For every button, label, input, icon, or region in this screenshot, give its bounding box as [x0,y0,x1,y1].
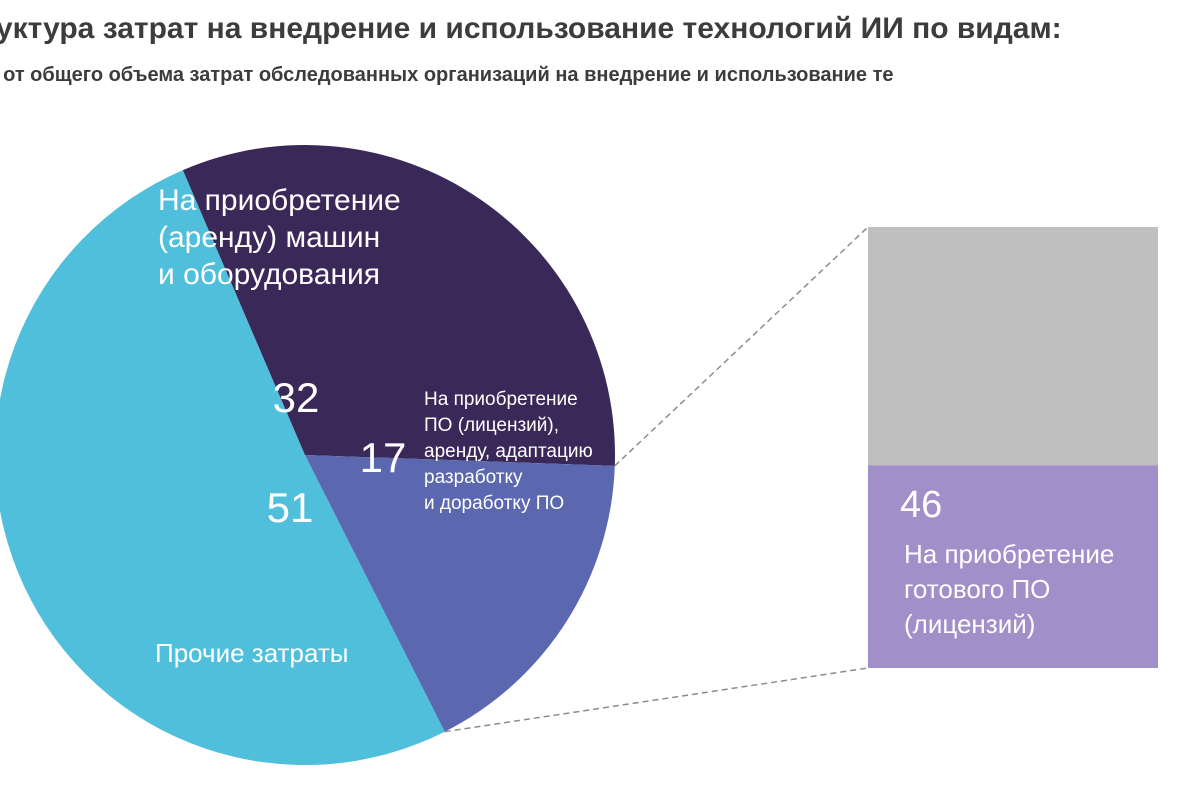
connector-line [614,226,869,467]
slice-category-label-line: На приобретение [424,389,578,410]
slice-category-label-line: разработку [424,467,523,488]
slice-category-label: На приобретение (аренду) машин и оборудова… [158,184,401,291]
bar-category-label-line: На приобретение [904,539,1114,569]
slice-category-label: На приобретение ПО (лицензий), аренду, ада… [424,389,593,514]
slice-category-label-line: и оборудования [158,258,380,291]
bar-category-label-line: (лицензий) [904,609,1035,639]
connector-line [444,667,869,733]
slice-category-label-line: (аренду) машин [158,221,380,254]
slice-category-label-line: ПО (лицензий), [424,415,559,436]
slice-category-label-line: Прочие затраты [155,638,348,668]
slice-category-label-line: и доработку ПО [424,493,564,514]
slice-category-label: Прочие затраты [155,638,348,668]
pie-slice [305,455,615,732]
bar-category-label-line: готового ПО [904,574,1050,604]
bar-segment [868,465,1158,668]
slice-value-label: 51 [267,484,314,531]
bar-category-label: На приобретение готового ПО (лицензий) [904,539,1114,639]
bar-value-label: 46 [900,484,942,526]
bar-segment [868,227,1158,466]
pie-slice [0,170,445,766]
slice-category-label-line: аренду, адаптацию [424,441,593,462]
chart-title: руктура затрат на внедрение и использова… [0,12,1062,45]
pie-slice [182,145,615,466]
slice-category-label-line: На приобретение [158,184,401,217]
chart-subtitle: , от общего объема затрат обследованных … [0,64,894,86]
slice-value-label: 17 [360,434,407,481]
slice-value-label: 32 [273,374,320,421]
